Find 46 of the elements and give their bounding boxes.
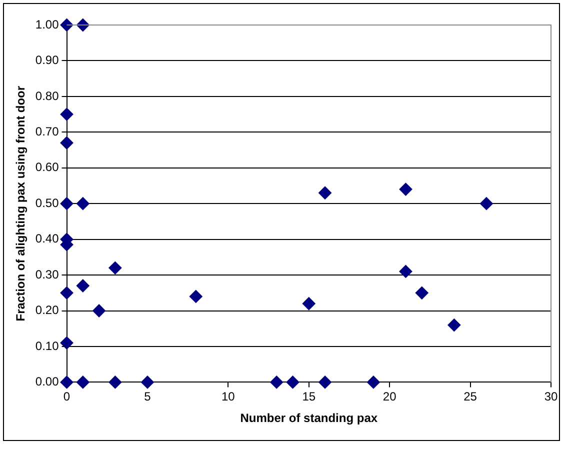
x-tick-label: 15 (302, 390, 316, 404)
y-tick-label: 0.70 (35, 124, 60, 138)
point (60, 18, 74, 32)
x-tick-label: 5 (144, 390, 152, 404)
y-tick-label: 0.60 (35, 160, 60, 174)
point (415, 286, 428, 300)
y-tick-label: 0.20 (35, 303, 60, 318)
point (318, 186, 332, 200)
point (76, 376, 90, 389)
y-tick-label: 0.90 (35, 53, 60, 68)
point (108, 376, 122, 389)
point (480, 197, 493, 210)
y-tick-label: 0.30 (35, 267, 60, 282)
x-tick-label: 0 (63, 390, 70, 404)
x-tick-label: 10 (221, 390, 236, 404)
y-tick-label: 0.40 (35, 232, 60, 246)
x-axis-title: Number of standing pax (240, 411, 378, 426)
point (76, 197, 90, 210)
point (76, 279, 90, 292)
point (108, 261, 122, 274)
point (140, 376, 154, 389)
point (318, 376, 332, 389)
point (60, 136, 74, 150)
point (302, 297, 316, 310)
point (92, 304, 106, 318)
x-tick-label: 30 (544, 390, 558, 404)
point (286, 376, 300, 389)
x-tick-label: 20 (382, 390, 397, 404)
point (189, 290, 202, 303)
point (60, 286, 74, 300)
point (60, 336, 74, 350)
y-tick-label: 0.80 (35, 88, 60, 103)
point (399, 264, 412, 278)
point (60, 376, 74, 389)
point (448, 318, 461, 332)
point (270, 376, 284, 389)
y-tick-label: 0.50 (35, 196, 60, 210)
point (60, 108, 74, 121)
y-tick-label: 0.10 (35, 338, 60, 353)
y-axis-title: Fraction of alighting pax using front door (14, 86, 28, 322)
y-tick-label: 1.00 (35, 17, 60, 32)
point (60, 197, 74, 210)
point (399, 182, 412, 196)
point (366, 376, 380, 389)
y-tick-label: 0.00 (35, 374, 60, 389)
x-tick-label: 25 (464, 390, 478, 404)
